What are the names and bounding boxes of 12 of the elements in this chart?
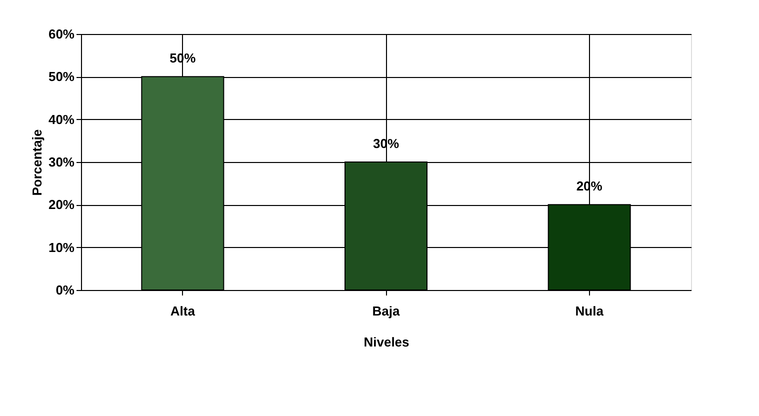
y-tick-label: 10% bbox=[48, 240, 75, 255]
x-axis-title: Niveles bbox=[364, 334, 410, 350]
x-tick-label: Baja bbox=[372, 304, 400, 318]
x-tick-label: Alta bbox=[170, 304, 196, 318]
y-tick-label: 0% bbox=[56, 282, 75, 298]
x-tick-label: Nula bbox=[575, 304, 604, 318]
y-tick-label: 20% bbox=[48, 197, 75, 212]
y-tick-label: 40% bbox=[48, 112, 75, 127]
y-tick-label: 30% bbox=[48, 154, 75, 170]
y-tick-label: 60% bbox=[48, 26, 75, 42]
y-axis-title: Porcentaje bbox=[29, 129, 44, 196]
y-tick-label: 50% bbox=[48, 69, 75, 84]
